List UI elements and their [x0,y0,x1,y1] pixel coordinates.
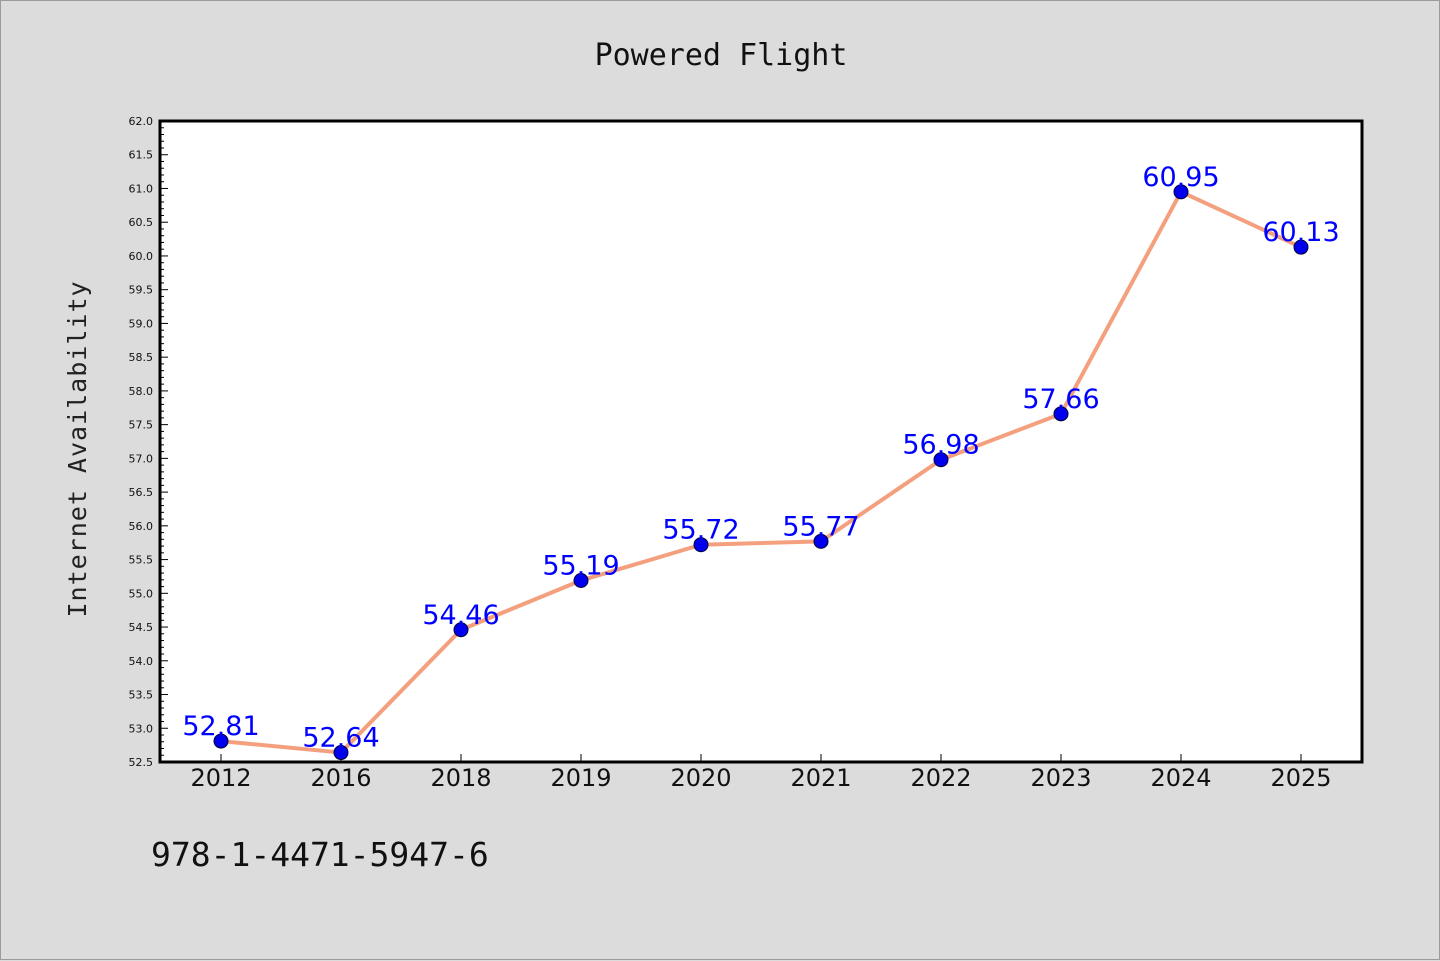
y-tick-label: 55.5 [129,554,154,567]
data-point [573,572,589,588]
data-point [933,452,949,468]
y-tick-label: 61.0 [129,182,154,195]
x-tick-label: 2021 [790,764,851,792]
data-label: 60.95 [1142,162,1219,193]
x-tick-label: 2016 [310,764,371,792]
data-label: 55.19 [542,550,619,581]
y-tick-label: 58.0 [129,385,154,398]
y-tick-label: 54.5 [129,621,154,634]
data-label: 60.13 [1262,217,1339,248]
y-tick-label: 54.0 [129,655,154,668]
x-tick-label: 2020 [670,764,731,792]
y-tick-label: 59.0 [129,317,154,330]
data-point [1173,184,1189,200]
data-label: 56.98 [902,430,979,461]
x-axis: 2012 2016 2018 2019 2020 2021 2022 2023 2024 2025 [190,754,1332,792]
y-tick-label: 61.5 [129,149,154,162]
series-layer: 52.81 52.64 54.46 55.19 55.72 55.77 56.98 57.66… [182,162,1340,761]
x-tick-label: 2023 [1030,764,1091,792]
data-point [1053,406,1069,422]
y-tick-label: 62.0 [129,115,154,128]
data-label: 54.46 [422,600,499,631]
y-tick-label: 60.5 [129,216,154,229]
y-axis-label: Internet Availability [63,280,92,617]
data-point [813,533,829,549]
x-tick-label: 2022 [910,764,971,792]
data-label: 57.66 [1022,384,1099,415]
y-tick-label: 60.0 [129,250,154,263]
data-point [453,622,469,638]
y-tick-label: 55.0 [129,587,154,600]
y-tick-label: 53.0 [129,722,154,735]
y-tick-label: 57.0 [129,452,154,465]
y-tick-label: 52.5 [129,756,154,769]
data-label: 55.77 [782,511,859,542]
y-tick-label: 59.5 [129,284,154,297]
y-tick-label: 58.5 [129,351,154,364]
y-tick-label: 57.5 [129,419,154,432]
data-label: 52.64 [302,723,379,754]
x-tick-label: 2018 [430,764,491,792]
y-axis: 52.5 53.0 53.5 54.0 54.5 55.0 55.5 56.0 56.5 57.0… [129,115,168,769]
x-tick-label: 2019 [550,764,611,792]
x-tick-label: 2025 [1270,764,1331,792]
y-tick-label: 53.5 [129,689,154,702]
data-point [213,733,229,749]
y-tick-label: 56.5 [129,486,154,499]
data-label: 52.81 [182,711,259,742]
y-tick-label: 56.0 [129,520,154,533]
x-tick-label: 2012 [190,764,251,792]
caption-text: 978-1-4471-5947-6 [151,835,489,874]
series-line [219,189,1303,755]
data-label: 55.72 [662,515,739,546]
data-point [693,537,709,553]
chart-title: Powered Flight [595,38,848,73]
data-point [1293,239,1309,255]
plot-area [158,119,1364,764]
data-point [333,745,349,761]
x-tick-label: 2024 [1150,764,1211,792]
